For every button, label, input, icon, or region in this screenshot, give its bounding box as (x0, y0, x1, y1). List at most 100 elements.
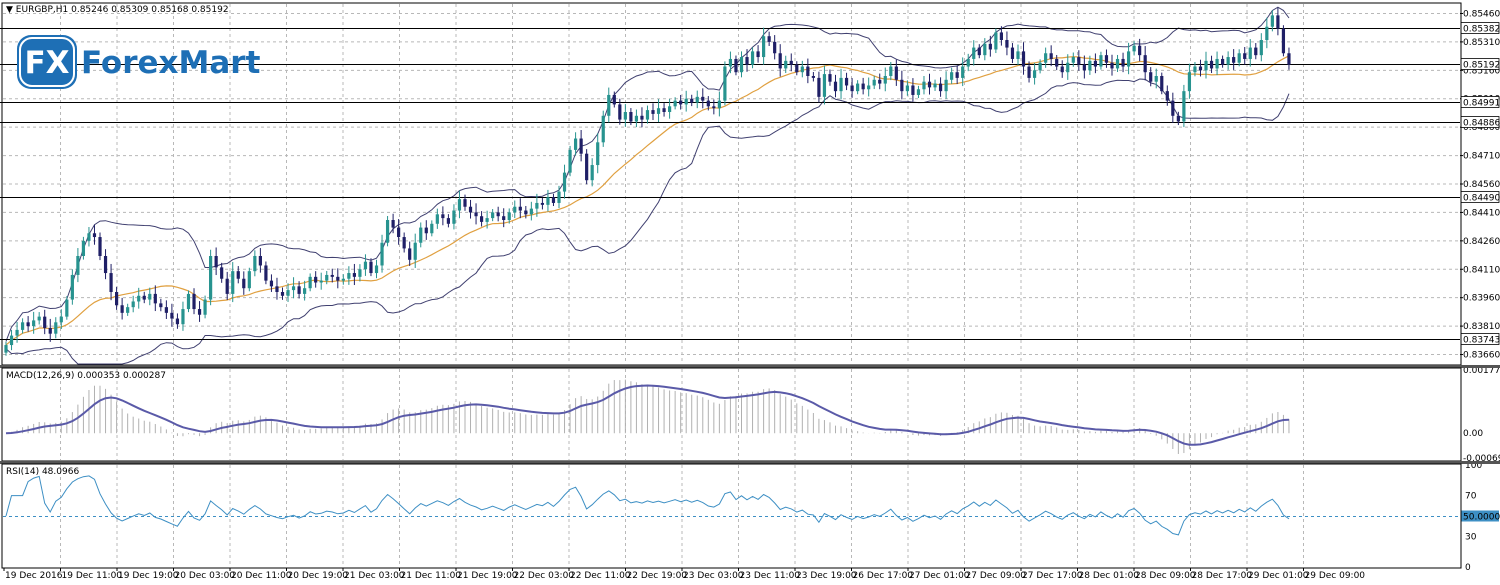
candle-body (192, 293, 196, 310)
candle-body (944, 79, 948, 92)
time-tick-label: 21 Dec 11:00 (401, 571, 462, 581)
candle-body (728, 58, 733, 67)
candle-body (529, 208, 533, 215)
candle (9, 329, 14, 351)
candle-body (1259, 40, 1263, 56)
candle-body (452, 210, 456, 224)
candle-body (1254, 47, 1258, 56)
candle (352, 263, 356, 286)
candle-body (98, 237, 102, 256)
candle (153, 285, 157, 312)
candle-body (391, 220, 395, 228)
candle-body (822, 74, 827, 97)
candle-body (856, 83, 860, 92)
candle-body (363, 261, 368, 270)
candle-body (32, 320, 36, 327)
candle (402, 232, 406, 253)
candle (1226, 51, 1230, 70)
candle-body (905, 85, 909, 92)
candle (927, 73, 932, 95)
candle-body (280, 292, 285, 296)
candle-body (756, 51, 760, 58)
candle (938, 77, 943, 97)
candle-body (1198, 66, 1203, 71)
candle (773, 35, 777, 60)
candle (26, 316, 30, 332)
candle (966, 53, 970, 72)
candle-body (1044, 53, 1048, 63)
candle-body (26, 322, 30, 327)
time-tick-label: 19 Dec 2016 (5, 571, 63, 581)
candle-body (463, 199, 467, 207)
candle-body (922, 81, 926, 90)
macd-tick-label: -0.00069 (1463, 454, 1500, 464)
price-tick-label: 0.84710 (1463, 152, 1500, 162)
candle (524, 205, 528, 219)
candle (1276, 7, 1280, 36)
candle-body (568, 149, 572, 173)
candle-body (1071, 57, 1075, 63)
candle (269, 274, 274, 292)
candle-body (1226, 57, 1230, 65)
candle (20, 318, 25, 334)
candle (994, 28, 998, 54)
candle-body (750, 51, 755, 65)
candle-body (286, 290, 290, 296)
candle-body (1027, 66, 1031, 78)
price-tick-label: 0.84110 (1463, 265, 1500, 275)
candle (1165, 85, 1169, 106)
candle (1082, 55, 1086, 79)
candle (712, 99, 716, 115)
candle (944, 71, 948, 99)
candle-body (491, 212, 495, 219)
candle (1149, 67, 1153, 87)
candle (1038, 59, 1042, 74)
candle (164, 300, 168, 319)
candle (590, 158, 594, 187)
candle-body (20, 322, 25, 330)
level-price-label: 0.84490 (1463, 194, 1500, 204)
candle (867, 77, 871, 97)
rsi-tick-label: 70 (1465, 492, 1477, 502)
candle (1287, 47, 1291, 70)
candle-body (1187, 72, 1192, 92)
candle-body (319, 280, 323, 283)
candle-body (883, 76, 887, 84)
candle (905, 80, 909, 96)
rsi-line (5, 475, 1290, 536)
candle-body (9, 335, 14, 346)
candle-body (983, 43, 987, 56)
candle-body (1276, 15, 1280, 29)
collapse-triangle-icon[interactable]: ▼ (6, 5, 16, 15)
time-tick-label: 27 Dec 01:00 (909, 571, 970, 581)
candle (1138, 38, 1142, 62)
candlesticks (4, 7, 1291, 356)
candle-body (496, 212, 500, 217)
candle-body (15, 329, 19, 336)
candle (314, 271, 318, 288)
price-tick-label: 0.85310 (1463, 38, 1500, 48)
candle (98, 232, 102, 261)
horizontal-levels[interactable]: 0.85382 0.85192 0.84991 0.84886 0.84490 0.837… (0, 22, 1500, 346)
candle-body (878, 79, 882, 84)
candle (297, 281, 301, 299)
candle-body (303, 288, 307, 294)
candle-body (717, 100, 721, 109)
candle-body (4, 345, 8, 353)
candle (701, 88, 705, 109)
candle (1066, 54, 1070, 80)
candle-body (739, 57, 744, 73)
candle-body (911, 85, 915, 95)
candle-body (1082, 64, 1086, 71)
candle (369, 258, 373, 277)
candle-body (197, 309, 202, 315)
candle-body (839, 77, 843, 92)
candle-body (828, 74, 832, 82)
candle (32, 311, 36, 334)
candle-body (186, 293, 191, 310)
candle (242, 271, 246, 295)
candle (596, 133, 600, 174)
bollinger-bands (5, 6, 1290, 365)
candle (739, 51, 744, 78)
candle (690, 94, 694, 107)
